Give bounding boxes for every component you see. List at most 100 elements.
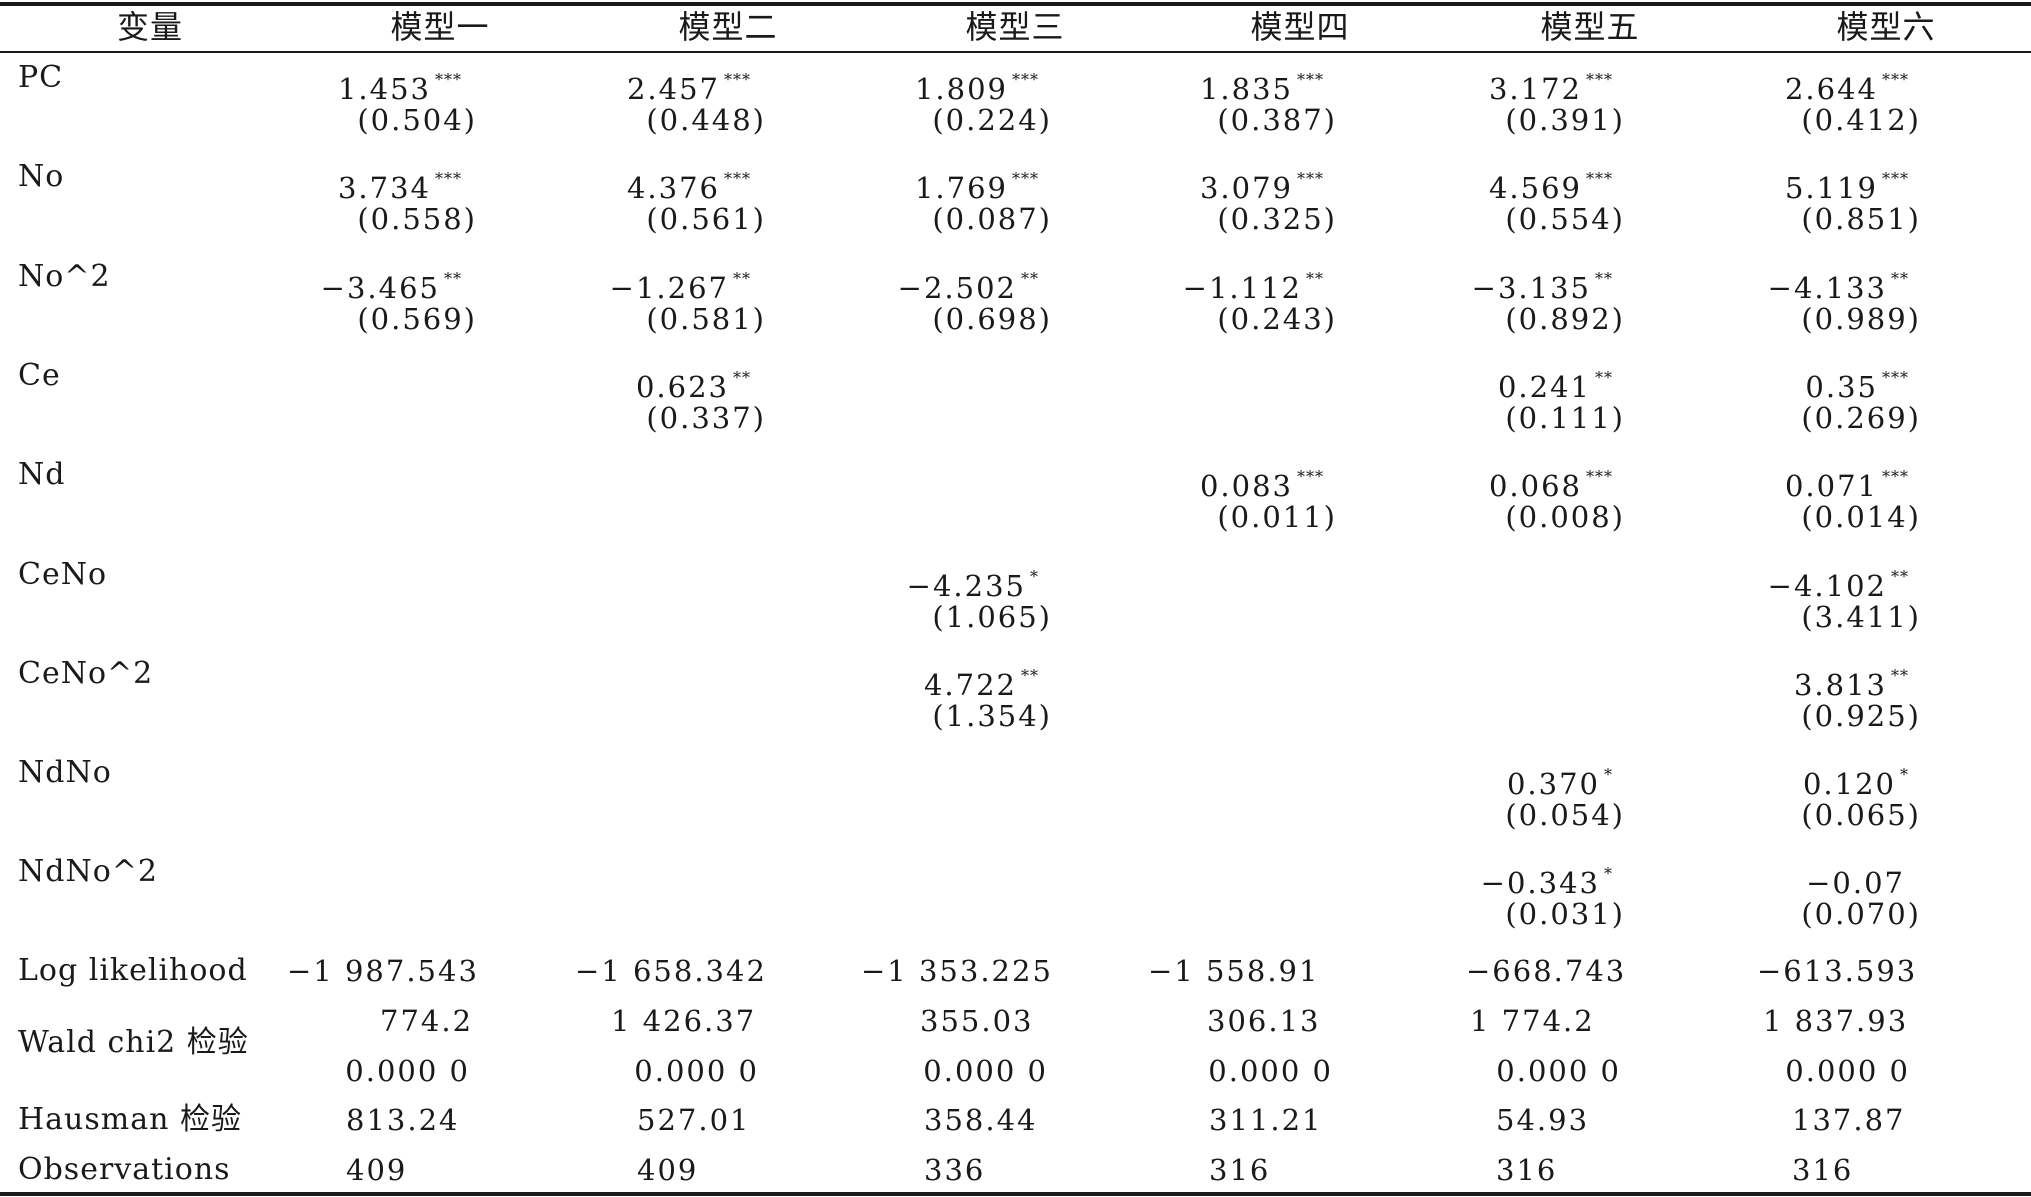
hausman-value: 311.21	[1209, 1103, 1323, 1137]
std-error-cell: (0.504)	[357, 103, 477, 137]
coef-value: −4.235	[906, 568, 1026, 603]
std-error-cell: (0.070)	[1801, 897, 1921, 932]
coef-value: 3.079	[1199, 171, 1293, 206]
coef-value: −0.343	[1480, 866, 1600, 901]
row-label: No^2	[18, 258, 111, 294]
table-bottom-rule	[0, 1192, 2031, 1196]
std-error-cell: (0.008)	[1505, 500, 1625, 535]
wald-value: 1 774.2	[1470, 1004, 1595, 1038]
coef-value: 1.809	[914, 72, 1008, 106]
coef-value: 3.172	[1488, 72, 1582, 106]
row-label: No	[18, 159, 65, 195]
significance-stars: ***	[724, 169, 751, 189]
coef-cell: 0.370 *	[1507, 755, 1613, 801]
std-error-cell: (3.411)	[1801, 599, 1921, 634]
row-label: Nd	[18, 457, 66, 493]
hausman-value: 358.44	[924, 1103, 1038, 1137]
coef-cell: −0.07	[1806, 854, 1909, 900]
coef-value: 2.457	[626, 72, 720, 106]
coef-cell: −4.102 **	[1768, 557, 1909, 603]
log-likelihood-value: −668.743	[1466, 954, 1627, 988]
coef-value: 0.068	[1488, 469, 1582, 504]
significance-stars: ***	[1882, 169, 1909, 189]
coef-value: 1.835	[1199, 72, 1293, 106]
significance-stars: **	[1021, 268, 1039, 288]
significance-stars: ***	[1586, 169, 1613, 189]
wald-value: 774.2	[380, 1004, 474, 1038]
wald-p-value: 0.000 0	[1785, 1054, 1910, 1088]
std-error-cell: (0.031)	[1505, 897, 1625, 932]
coef-cell: 0.068 ***	[1489, 457, 1613, 503]
significance-stars: **	[733, 367, 751, 387]
row-label: NdNo^2	[18, 854, 158, 890]
coef-value: 0.120	[1802, 767, 1896, 802]
significance-stars: *	[1604, 864, 1613, 884]
significance-stars: ***	[1297, 467, 1324, 487]
observations-value: 409	[637, 1153, 699, 1187]
wald-value: 1 837.93	[1763, 1004, 1909, 1038]
coef-cell: 0.120 *	[1803, 755, 1909, 801]
significance-stars: **	[1306, 268, 1324, 288]
coef-cell: 0.623 **	[636, 358, 751, 404]
coef-value: −3.465	[320, 270, 440, 305]
std-error-cell: (0.581)	[646, 301, 766, 336]
std-error-cell: (0.989)	[1801, 301, 1921, 336]
significance-stars: ***	[1882, 367, 1909, 387]
wald-p-value: 0.000 0	[1208, 1054, 1333, 1088]
std-error-cell: (1.354)	[932, 698, 1052, 733]
significance-stars: ***	[1882, 70, 1909, 89]
coef-cell: 5.119 ***	[1785, 159, 1909, 205]
header-model-4: 模型四	[1250, 8, 1350, 46]
significance-stars: ***	[724, 70, 751, 89]
coef-value: 1.453	[337, 72, 431, 106]
coef-cell: −4.133 **	[1768, 259, 1909, 305]
coef-value: 3.813	[1793, 667, 1887, 702]
coef-value: 5.119	[1784, 171, 1878, 206]
log-likelihood-value: −613.593	[1757, 954, 1918, 988]
std-error-cell: (0.851)	[1801, 202, 1921, 237]
observations-value: 316	[1209, 1153, 1271, 1187]
observations-value: 336	[924, 1153, 986, 1187]
hausman-value: 813.24	[346, 1103, 460, 1137]
wald-p-value: 0.000 0	[345, 1054, 470, 1088]
coef-cell: −3.135 **	[1472, 259, 1613, 305]
log-likelihood-value: −1 987.543	[287, 954, 479, 988]
significance-stars: ***	[1012, 169, 1039, 189]
header-model-5: 模型五	[1540, 8, 1640, 46]
coef-value: 4.569	[1488, 171, 1582, 206]
std-error-cell: (0.569)	[357, 301, 477, 336]
coef-cell: 0.083 ***	[1200, 457, 1324, 503]
std-error-cell: (0.011)	[1217, 500, 1337, 535]
coef-cell: 2.457 ***	[627, 60, 751, 106]
row-label: NdNo	[18, 755, 112, 791]
std-error-cell: (0.554)	[1505, 202, 1625, 237]
std-error-cell: (0.387)	[1217, 103, 1337, 137]
coef-cell: 0.071 ***	[1785, 457, 1909, 503]
wald-value: 355.03	[920, 1004, 1034, 1038]
std-error-cell: (0.337)	[646, 400, 766, 435]
significance-stars: ***	[1586, 467, 1613, 487]
coef-value: 0.083	[1199, 469, 1293, 504]
coef-cell: 3.079 ***	[1200, 159, 1324, 205]
coef-value: −1.112	[1182, 270, 1302, 305]
row-label: Ce	[18, 357, 61, 393]
significance-stars: **	[1595, 367, 1613, 387]
header-variable: 变量	[116, 8, 184, 46]
coef-value: 0.623	[635, 369, 729, 404]
coef-value: −1.267	[609, 270, 729, 305]
significance-stars: ***	[1882, 467, 1909, 487]
coef-value: 3.734	[337, 171, 431, 206]
hausman-value: 527.01	[637, 1103, 751, 1137]
significance-stars: *	[1604, 765, 1613, 785]
std-error-cell: (0.054)	[1505, 798, 1625, 833]
coef-cell: 4.722 **	[924, 656, 1039, 702]
coef-value: 0.35	[1805, 369, 1878, 404]
log-likelihood-value: −1 658.342	[575, 954, 767, 988]
significance-stars: *	[1900, 765, 1909, 785]
coef-cell: −0.343 *	[1481, 854, 1613, 900]
coef-cell: −2.502 **	[898, 259, 1039, 305]
row-label: PC	[18, 60, 64, 95]
std-error-cell: (0.087)	[932, 202, 1052, 237]
coef-cell: 3.734 ***	[338, 159, 462, 205]
log-likelihood-label: Log likelihood	[18, 953, 248, 988]
